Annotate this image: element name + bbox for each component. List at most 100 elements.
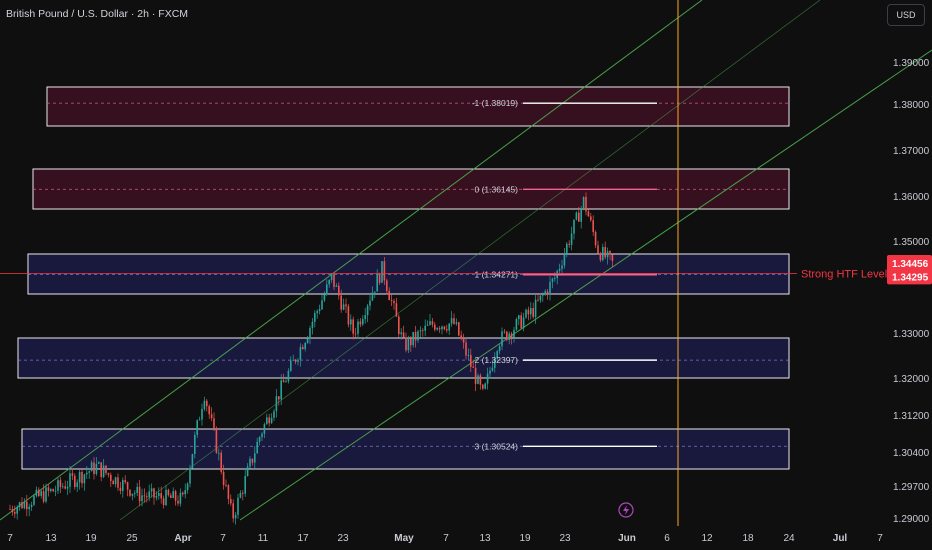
candle-body (285, 381, 287, 383)
candle-body (599, 253, 602, 261)
y-tick-label: 1.38000 (893, 100, 930, 111)
candle-body (254, 453, 256, 463)
x-tick-label: 7 (220, 533, 226, 544)
x-tick-label: 6 (664, 533, 670, 544)
candle-body (268, 417, 270, 424)
candle-body (11, 509, 14, 513)
y-tick-label: 1.37000 (893, 146, 930, 157)
candle-body (88, 471, 90, 473)
candle-body (62, 486, 64, 488)
candle-body (18, 502, 21, 508)
candle-body (424, 325, 426, 331)
x-tick-label: 23 (559, 533, 571, 544)
candle-body (64, 486, 66, 489)
candle-body (162, 498, 165, 506)
candle-body (590, 216, 592, 221)
candle-body (518, 315, 520, 320)
candle-body (119, 487, 122, 491)
candle-body (470, 355, 472, 367)
candle-body (522, 317, 525, 329)
y-axis: 1.39000 1.38000 1.37000 1.36000 1.35000 1.330… (887, 58, 932, 525)
candle-body (117, 477, 119, 488)
candle-body (167, 489, 170, 496)
candle-body (419, 330, 422, 332)
candle-body (258, 437, 261, 442)
fib-level-label: 2 (1.32397) (475, 355, 519, 365)
candle-body (570, 233, 573, 245)
candle-body (239, 492, 242, 498)
candle-body (400, 332, 402, 335)
candle-body (26, 501, 28, 510)
candle-body (165, 489, 167, 506)
candle-body (290, 360, 292, 371)
candle-body (153, 488, 155, 498)
candle-body (66, 486, 69, 489)
channel-line (119, 0, 821, 521)
candle-body (287, 370, 290, 382)
candle-body (196, 420, 198, 435)
x-tick-label: 17 (297, 533, 309, 544)
fib-level-label: 3 (1.30524) (475, 441, 519, 451)
candle-body (558, 268, 561, 271)
candle-body (438, 328, 441, 330)
currency-button[interactable]: USD (887, 4, 925, 26)
candle-body (314, 313, 316, 322)
candle-body (508, 333, 510, 340)
candle-body (609, 251, 611, 255)
candle-body (98, 462, 100, 464)
x-tick-label: 24 (783, 533, 795, 544)
channel-line (239, 49, 932, 521)
candle-body (237, 497, 239, 515)
candle-body (501, 331, 503, 347)
candle-body (340, 295, 342, 310)
candle-body (366, 305, 369, 316)
candle-body (266, 417, 268, 425)
candle-body (225, 485, 227, 486)
candle-body (86, 472, 88, 475)
x-tick-label: 13 (479, 533, 491, 544)
x-tick-label: 19 (85, 533, 97, 544)
x-tick-label: 7 (877, 533, 883, 544)
candle-body (429, 321, 431, 325)
candle-body (321, 300, 323, 310)
zone-labels-layer: -1 (1.38019) 0 (1.36145) 1 (1.34271) 2 (1.3… (472, 98, 657, 451)
y-tick-label: 1.30400 (893, 448, 930, 459)
candle-body (182, 492, 184, 495)
candle-body (42, 491, 45, 502)
candle-body (270, 417, 273, 424)
candle-body (138, 486, 141, 502)
candle-body (378, 274, 381, 283)
candle-body (14, 512, 16, 514)
candle-body (249, 458, 251, 467)
candle-body (374, 291, 376, 293)
candle-body (530, 308, 532, 315)
lightning-icon-bolt (623, 505, 629, 515)
candle-body (210, 414, 213, 419)
candle-body (194, 434, 196, 454)
candle-body (458, 322, 460, 336)
candle-body (539, 295, 542, 301)
candle-body (184, 490, 186, 495)
candle-body (602, 246, 604, 261)
candle-body (520, 315, 522, 329)
candle-body (357, 321, 359, 334)
candle-body (302, 346, 304, 350)
candle-body (582, 196, 585, 208)
candle-body (299, 346, 302, 360)
candle-body (486, 373, 489, 384)
candle-body (527, 309, 530, 315)
candle-body (9, 508, 11, 510)
candle-body (597, 245, 599, 254)
candle-body (273, 411, 275, 418)
candle-body (134, 492, 136, 494)
candle-body (23, 501, 26, 509)
candle-body (227, 485, 230, 500)
candle-body (537, 299, 539, 301)
candle-body (126, 482, 129, 490)
candle-body (232, 503, 234, 519)
symbol-title[interactable]: British Pound / U.S. Dollar · 2h · FXCM (6, 8, 189, 20)
candle-body (206, 400, 208, 407)
candle-body (422, 330, 424, 332)
candle-body (316, 311, 318, 314)
